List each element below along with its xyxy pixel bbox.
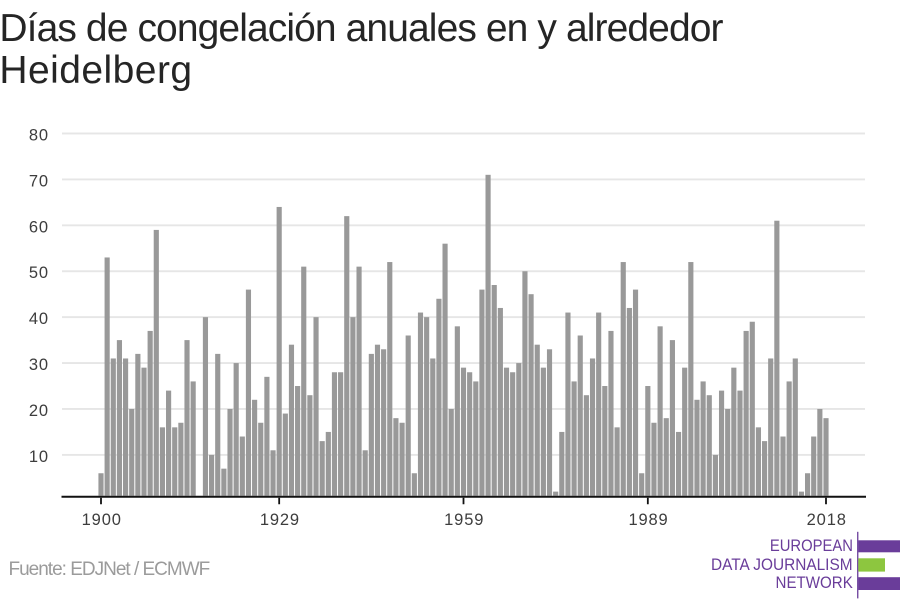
svg-text:2018: 2018 — [807, 511, 847, 529]
svg-text:1900: 1900 — [82, 511, 122, 529]
svg-text:1959: 1959 — [444, 511, 484, 529]
svg-text:80: 80 — [29, 126, 49, 144]
svg-text:50: 50 — [29, 264, 49, 282]
svg-text:1929: 1929 — [260, 511, 300, 529]
svg-text:70: 70 — [29, 172, 49, 190]
svg-text:20: 20 — [29, 402, 49, 420]
svg-text:30: 30 — [29, 356, 49, 374]
svg-text:60: 60 — [29, 218, 49, 236]
svg-text:40: 40 — [29, 310, 49, 328]
svg-text:10: 10 — [29, 448, 49, 466]
svg-text:1989: 1989 — [628, 511, 668, 529]
